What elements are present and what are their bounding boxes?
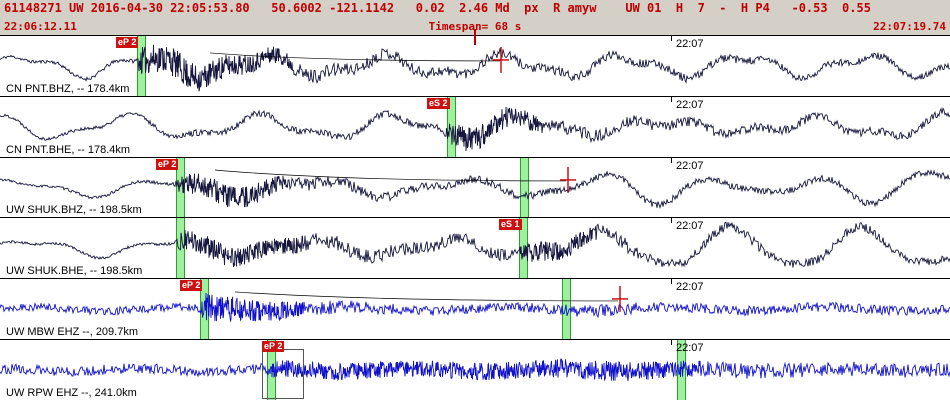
timespan-center-tick bbox=[474, 29, 476, 45]
minute-label: 22:07 bbox=[676, 98, 704, 111]
station-label: UW SHUK.BHE, -- 198.5km bbox=[6, 265, 143, 278]
minute-tick bbox=[671, 96, 672, 102]
station-label: UW SHUK.BHZ, -- 198.5km bbox=[6, 204, 142, 217]
trace-panel-uw-shuk-bhe-198-5km[interactable]: eS 1 22:07 UW SHUK.BHE, -- 198.5km bbox=[0, 218, 950, 280]
minute-label: 22:07 bbox=[676, 220, 704, 233]
trace-panel-cn-pnt-bhz-178-4km[interactable]: eP 2 22:07 CN PNT.BHZ, -- 178.4km bbox=[0, 36, 950, 97]
station-label: CN PNT.BHZ, -- 178.4km bbox=[6, 82, 130, 95]
minute-tick bbox=[671, 279, 672, 285]
pick-label[interactable]: eS 1 bbox=[499, 219, 522, 231]
trace-panel-uw-rpw-ehz-241-0km[interactable]: eP 2 22:07 UW RPW EHZ --, 241.0km bbox=[0, 340, 950, 400]
waveform-plot bbox=[0, 44, 950, 92]
minute-tick bbox=[671, 157, 672, 163]
trace-panel-cn-pnt-bhe-178-4km[interactable]: eS 2 22:07 CN PNT.BHE, -- 178.4km bbox=[0, 96, 950, 158]
timespan-indicator: Timespan= 68 s bbox=[429, 20, 522, 33]
pick-band[interactable] bbox=[520, 157, 529, 218]
pick-label[interactable]: eP 2 bbox=[180, 280, 203, 292]
pick-band[interactable] bbox=[677, 340, 686, 400]
minute-tick bbox=[671, 340, 672, 346]
traces: eP 2 22:07 CN PNT.BHZ, -- 178.4km eS 2 22:07… bbox=[0, 36, 950, 400]
time-bar: 22:06:12.11 Timespan= 68 s 22:07:19.74 bbox=[0, 17, 950, 35]
waveform-trace bbox=[0, 44, 950, 92]
selection-box[interactable] bbox=[262, 349, 304, 400]
waveform-trace bbox=[0, 358, 950, 382]
trace-panel-uw-mbw-ehz-209-7km[interactable]: eP 2 22:07 UW MBW EHZ --, 209.7km bbox=[0, 279, 950, 341]
coda-decay-curve bbox=[214, 169, 567, 181]
pick-label[interactable]: eS 2 bbox=[427, 97, 450, 109]
trace-panel-uw-shuk-bhz-198-5km[interactable]: eP 2 22:07 UW SHUK.BHZ, -- 198.5km bbox=[0, 157, 950, 219]
waveform-plot bbox=[0, 222, 950, 269]
minute-label: 22:07 bbox=[676, 38, 704, 50]
waveform-trace bbox=[0, 106, 950, 151]
window-start-time: 22:06:12.11 bbox=[4, 20, 77, 33]
waveform-trace bbox=[0, 168, 950, 209]
minute-tick bbox=[671, 36, 672, 41]
waveform-trace bbox=[0, 293, 950, 323]
minute-label: 22:07 bbox=[676, 159, 704, 172]
waveform-trace bbox=[0, 222, 950, 269]
minute-label: 22:07 bbox=[676, 281, 704, 294]
coda-decay-curve bbox=[209, 52, 501, 62]
timespan-label: Timespan= bbox=[428, 20, 489, 33]
station-label: UW MBW EHZ --, 209.7km bbox=[6, 326, 139, 339]
coda-decay-curve bbox=[234, 291, 619, 302]
station-label: UW RPW EHZ --, 241.0km bbox=[6, 386, 137, 399]
timespan-value: 68 s bbox=[494, 20, 522, 33]
waveform-plot bbox=[0, 106, 950, 151]
minute-label: 22:07 bbox=[676, 342, 704, 355]
pick-label[interactable]: eP 2 bbox=[156, 158, 179, 170]
pick-label[interactable]: eP 2 bbox=[262, 341, 285, 353]
window-end-time: 22:07:19.74 bbox=[873, 20, 946, 33]
minute-tick bbox=[671, 218, 672, 224]
event-summary: 61148271 UW 2016-04-30 22:05:53.80 50.60… bbox=[4, 1, 871, 15]
pick-label[interactable]: eP 2 bbox=[116, 37, 139, 48]
waveform-plot bbox=[0, 166, 950, 209]
station-label: CN PNT.BHE, -- 178.4km bbox=[6, 143, 131, 156]
waveform-plot bbox=[0, 358, 950, 382]
waveform-plot bbox=[0, 286, 950, 323]
